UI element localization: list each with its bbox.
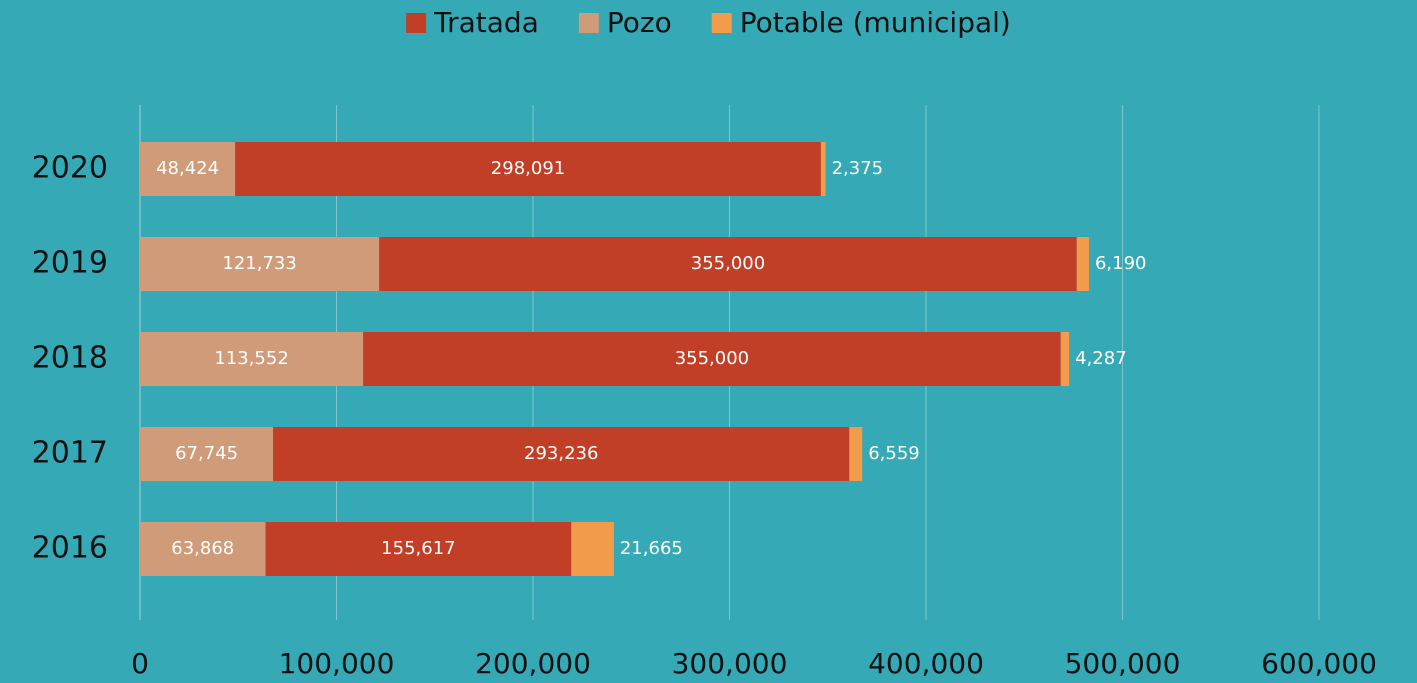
data-label: 67,745	[175, 443, 238, 464]
bar-segment	[140, 332, 364, 386]
bar-segment	[235, 142, 821, 196]
bar-segment	[140, 142, 236, 196]
legend-label: Potable (municipal)	[740, 6, 1011, 39]
bar-segment	[849, 427, 863, 481]
bar-segment	[273, 427, 850, 481]
bar-segment	[571, 522, 614, 576]
data-label: 355,000	[675, 348, 749, 369]
data-label: 155,617	[381, 538, 455, 559]
y-tick-label: 2020	[32, 151, 108, 186]
bar-segment	[1060, 332, 1070, 386]
x-tick-label: 100,000	[279, 647, 395, 680]
legend-label: Tratada	[433, 6, 539, 39]
data-label: 63,868	[171, 538, 234, 559]
x-tick-label: 500,000	[1065, 647, 1181, 680]
legend-swatch	[711, 13, 732, 33]
x-tick-label: 300,000	[672, 647, 788, 680]
bar-segment	[140, 522, 266, 576]
data-label: 121,733	[222, 253, 296, 274]
data-label: 298,091	[491, 158, 565, 179]
bar-segment	[140, 427, 274, 481]
bar-segment	[820, 142, 826, 196]
data-label: 6,190	[1095, 253, 1147, 274]
data-label: 113,552	[214, 348, 288, 369]
y-tick-label: 2018	[32, 341, 108, 376]
x-tick-label: 0	[131, 647, 149, 680]
data-label: 6,559	[868, 443, 920, 464]
bar-segment	[1076, 237, 1089, 291]
bar-segment	[379, 237, 1077, 291]
bar-segment	[140, 237, 380, 291]
y-tick-label: 2017	[32, 436, 108, 471]
bar-segment	[265, 522, 572, 576]
x-tick-label: 600,000	[1261, 647, 1377, 680]
legend-label: Pozo	[607, 6, 672, 39]
data-label: 2,375	[832, 158, 884, 179]
x-tick-label: 400,000	[868, 647, 984, 680]
data-label: 355,000	[691, 253, 765, 274]
bar-segment	[363, 332, 1061, 386]
legend-swatch	[406, 13, 427, 33]
data-label: 21,665	[620, 538, 683, 559]
data-label: 293,236	[524, 443, 598, 464]
y-tick-label: 2019	[32, 246, 108, 281]
x-tick-label: 200,000	[475, 647, 591, 680]
y-tick-label: 2016	[32, 531, 108, 566]
data-label: 48,424	[156, 158, 219, 179]
data-label: 4,287	[1075, 348, 1127, 369]
legend-swatch	[578, 13, 599, 33]
